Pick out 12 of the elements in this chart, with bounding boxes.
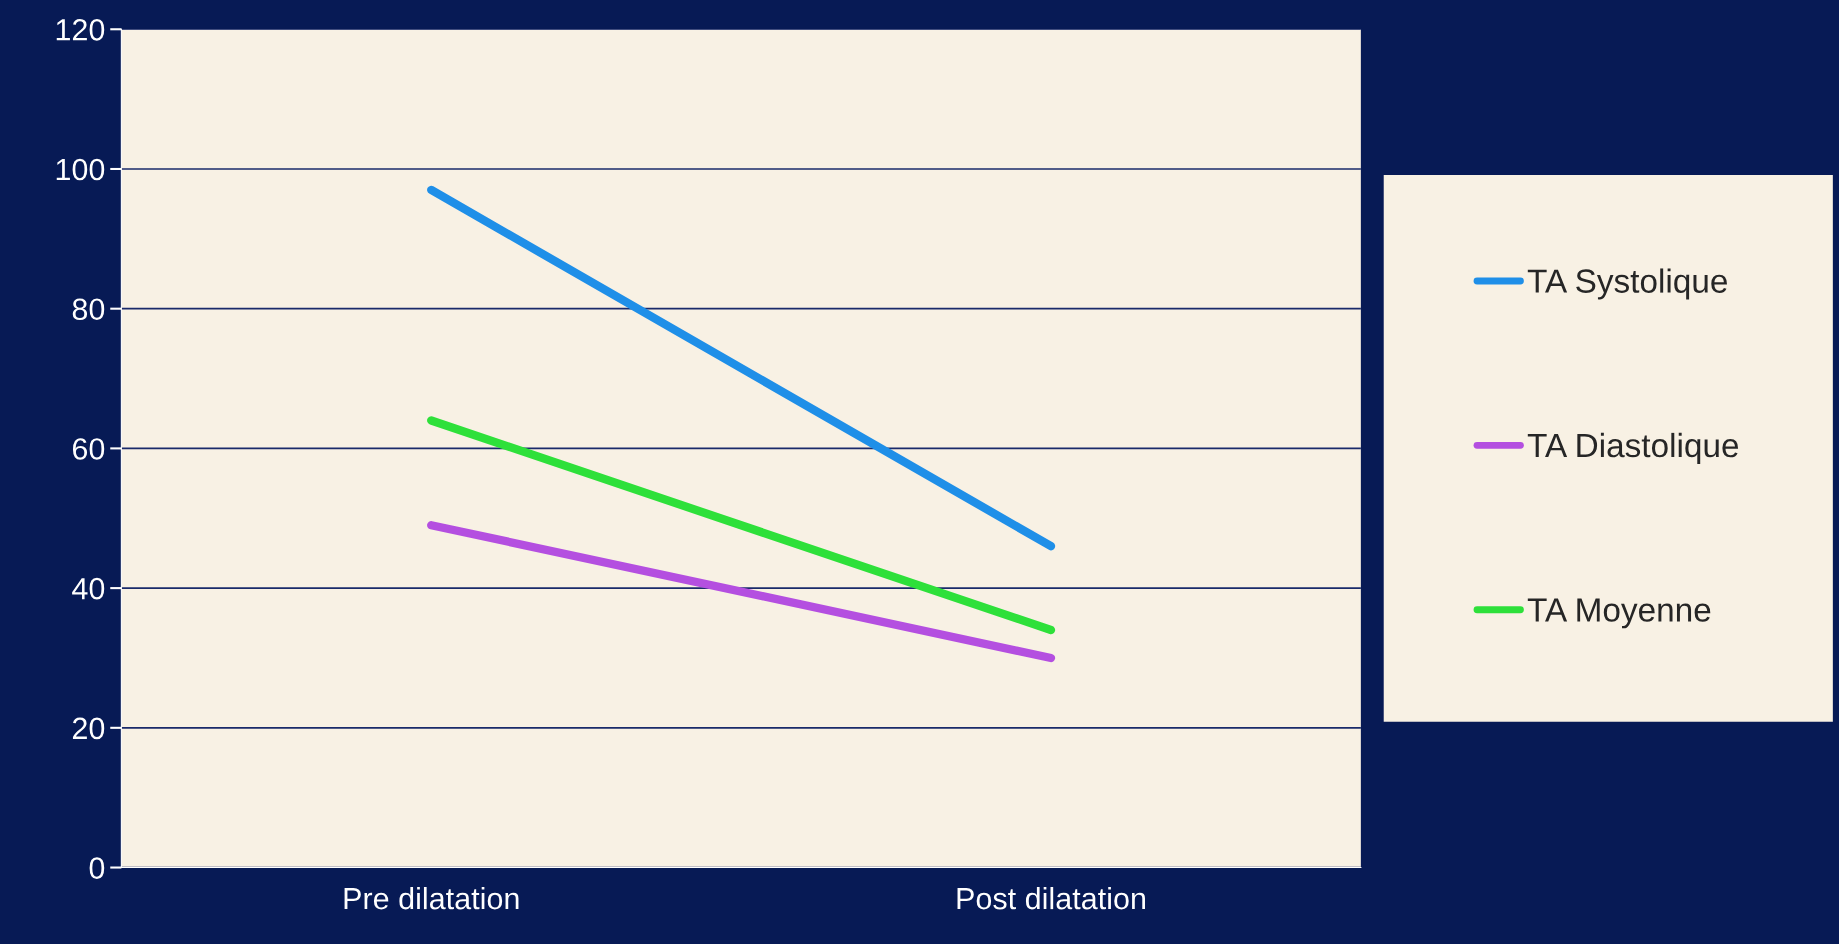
y-tick-label: 100 [56, 158, 105, 181]
legend-label: TA Diastolique [1527, 432, 1739, 464]
y-tick-label: 60 [72, 438, 105, 460]
legend-label: TA Systolique [1527, 268, 1727, 300]
y-tick-label: 80 [72, 298, 105, 321]
y-tick-label: 20 [72, 717, 105, 740]
x-tick-label: Post dilatation [957, 886, 1145, 910]
legend-label: TA Moyenne [1527, 598, 1711, 629]
y-tick-label: 40 [72, 577, 105, 600]
x-tick-label: Pre dilatation [344, 886, 519, 910]
y-tick-label: 120 [56, 19, 105, 41]
y-tick-label: 0 [89, 857, 105, 879]
